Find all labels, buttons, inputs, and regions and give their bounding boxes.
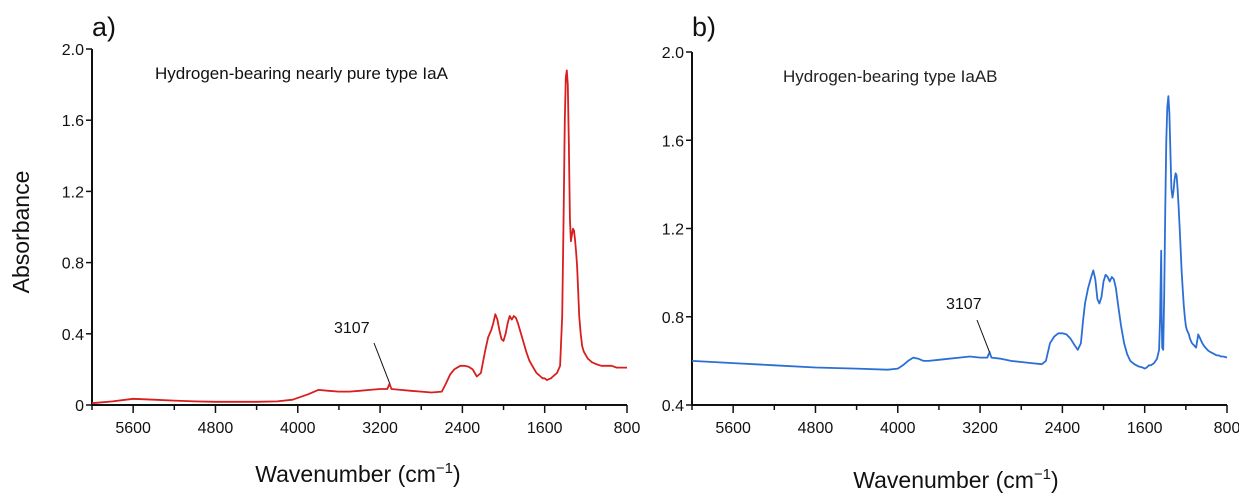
panel-b-xtick-label: 1600 [1127, 420, 1163, 437]
panel-a-xlabel-end: ) [453, 461, 461, 487]
panel-b-letter: b) [692, 12, 716, 42]
panel-a: a) Hydrogen-bearing nearly pure type IaA… [8, 12, 640, 487]
panel-b: b) Hydrogen-bearing type IaAB Wavenumber… [662, 12, 1239, 493]
panel-b-ytick-label: 1.2 [662, 222, 684, 239]
panel-a-ytick-label: 0.8 [62, 256, 84, 273]
panel-b-annotation-pointer [976, 319, 991, 353]
panel-a-ytick-label: 0 [75, 398, 84, 415]
panel-a-title: Hydrogen-bearing nearly pure type IaA [155, 64, 449, 83]
panel-a-xtick-label: 800 [614, 420, 641, 437]
panel-b-ytick-label: 2.0 [662, 45, 684, 62]
panel-a-ytick-label: 0.4 [62, 327, 84, 344]
panel-b-ytick-label: 0.8 [662, 310, 684, 327]
panel-a-xlabel-sup: −1 [436, 460, 453, 477]
panel-a-ylabel: Absorbance [8, 171, 34, 294]
panel-b-xtick-label: 800 [1214, 420, 1239, 437]
panel-b-ytick-label: 1.6 [662, 133, 684, 150]
panel-a-ytick-label: 2.0 [62, 42, 84, 59]
panel-b-xtick-label: 4800 [798, 420, 834, 437]
panel-a-ytick-label: 1.6 [62, 113, 84, 130]
panel-a-plot-area: 0 0.4 0.8 1.2 1.6 2.0 5600 4800 4000 3200 2400 1600… [62, 42, 641, 437]
panel-b-xtick-label: 4000 [880, 420, 916, 437]
panel-b-plot-area: 0.4 0.8 1.2 1.6 2.0 5600 4800 4000 3200 2400 1600 8… [662, 45, 1239, 437]
panel-b-title: Hydrogen-bearing type IaAB [783, 67, 998, 86]
panel-a-xtick-label: 3200 [362, 420, 398, 437]
panel-b-xlabel-main: Wavenumber (cm [853, 467, 1034, 493]
panel-b-xlabel-end: ) [1051, 467, 1059, 493]
panel-a-spectrum-line [91, 69, 627, 405]
panel-b-annotation-label: 3107 [946, 296, 982, 313]
panel-b-spectrum-line [691, 95, 1228, 371]
panel-a-annotation-label: 3107 [334, 320, 370, 337]
panel-a-ytick-label: 1.2 [62, 184, 84, 201]
panel-a-xtick-label: 2400 [445, 420, 481, 437]
panel-a-xtick-label: 4800 [198, 420, 234, 437]
panel-b-xtick-label: 5600 [715, 420, 751, 437]
panel-b-xlabel-sup: −1 [1034, 466, 1051, 483]
panel-a-xtick-label: 1600 [527, 420, 563, 437]
panel-b-ytick-label: 0.4 [662, 398, 684, 415]
panel-a-letter: a) [92, 12, 116, 42]
panel-a-annotation-pointer [373, 342, 391, 384]
panel-b-xtick-label: 3200 [962, 420, 998, 437]
panel-a-xlabel: Wavenumber (cm−1) [255, 460, 460, 487]
panel-a-xlabel-main: Wavenumber (cm [255, 461, 436, 487]
panel-a-xtick-label: 4000 [280, 420, 316, 437]
panel-b-xlabel: Wavenumber (cm−1) [853, 466, 1058, 493]
panel-a-xtick-label: 5600 [115, 420, 151, 437]
panel-b-xtick-label: 2400 [1045, 420, 1081, 437]
